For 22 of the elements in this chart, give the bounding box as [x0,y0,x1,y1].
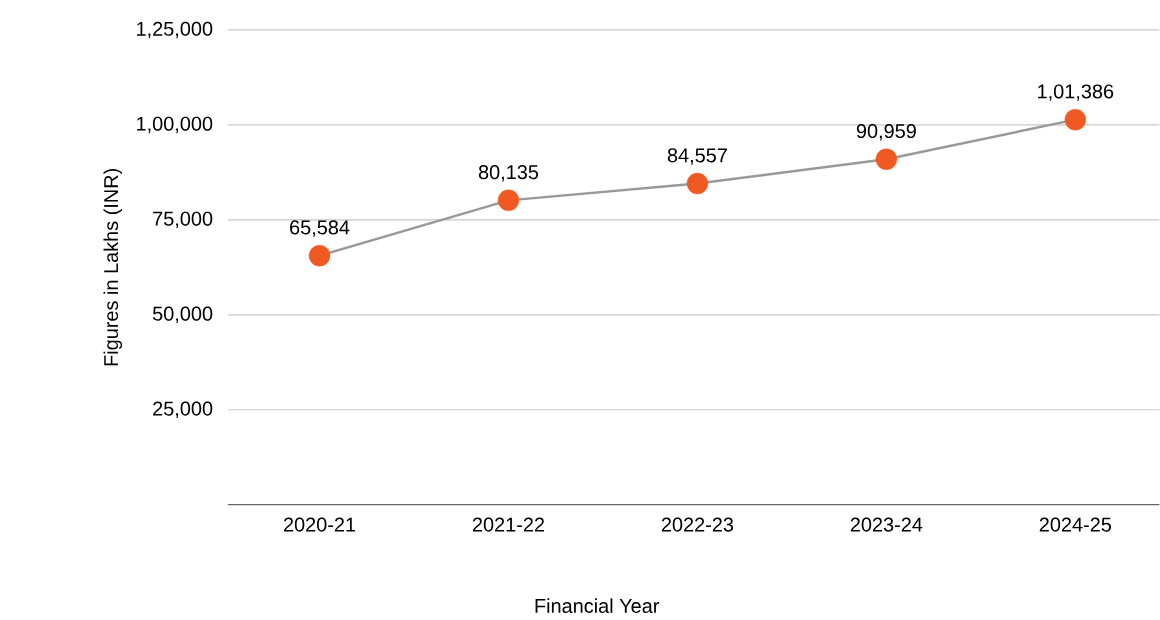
y-tick-label: 1,00,000 [137,116,213,134]
x-axis-title: Financial Year [535,598,660,614]
y-axis-title: Figures in Lakhs (INR) [103,169,123,366]
y-tick-label: 75,000 [153,211,213,229]
x-tick-label: 2024-25 [1039,517,1112,532]
x-tick-label: 2022-23 [661,517,734,532]
data-label: 1,01,386 [1038,84,1114,102]
y-tick-label: 50,000 [152,306,213,324]
point [497,189,520,212]
x-tick-label: 2023-24 [850,517,923,532]
point [686,173,709,195]
data-label: 84,557 [667,148,727,165]
x-tick-label: 2021-22 [472,517,544,532]
y-tick-label: 25,000 [153,401,213,419]
point [308,245,331,267]
data-label: 90,959 [856,124,916,141]
data-label: 80,135 [478,165,539,182]
point [1064,109,1087,131]
x-tick-label: 2020-21 [283,517,356,532]
y-tick-label: 1,25,000 [137,21,213,39]
data-label: 65,584 [290,220,350,237]
point [875,148,898,171]
